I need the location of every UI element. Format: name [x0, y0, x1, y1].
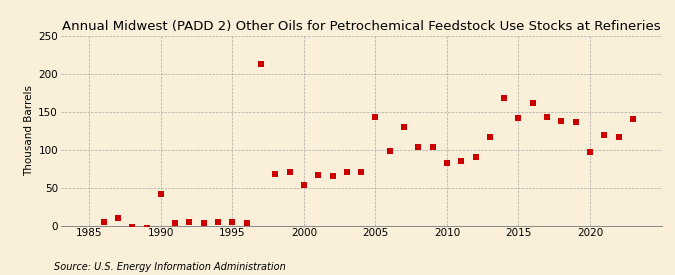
- Point: [113, 216, 124, 220]
- Point: [198, 221, 209, 226]
- Point: [99, 219, 109, 224]
- Point: [485, 134, 495, 139]
- Point: [413, 145, 424, 150]
- Point: [384, 149, 395, 153]
- Point: [585, 150, 595, 154]
- Point: [356, 170, 367, 175]
- Point: [599, 133, 610, 138]
- Point: [628, 117, 639, 122]
- Y-axis label: Thousand Barrels: Thousand Barrels: [24, 85, 34, 176]
- Point: [427, 145, 438, 150]
- Point: [499, 96, 510, 100]
- Point: [270, 172, 281, 176]
- Point: [399, 125, 410, 129]
- Point: [327, 174, 338, 178]
- Point: [213, 219, 223, 224]
- Point: [141, 226, 152, 230]
- Point: [342, 170, 352, 175]
- Point: [441, 161, 452, 166]
- Point: [284, 170, 295, 175]
- Point: [241, 221, 252, 226]
- Point: [470, 155, 481, 160]
- Point: [613, 134, 624, 139]
- Text: Source: U.S. Energy Information Administration: Source: U.S. Energy Information Administ…: [54, 262, 286, 272]
- Point: [227, 220, 238, 225]
- Point: [556, 119, 567, 123]
- Point: [313, 172, 323, 177]
- Point: [513, 116, 524, 121]
- Point: [170, 221, 181, 226]
- Title: Annual Midwest (PADD 2) Other Oils for Petrochemical Feedstock Use Stocks at Ref: Annual Midwest (PADD 2) Other Oils for P…: [62, 20, 660, 33]
- Point: [184, 219, 195, 224]
- Point: [456, 159, 466, 163]
- Point: [256, 62, 267, 66]
- Point: [541, 115, 552, 119]
- Point: [127, 225, 138, 229]
- Point: [527, 100, 538, 105]
- Point: [155, 191, 166, 196]
- Point: [370, 115, 381, 119]
- Point: [570, 120, 581, 125]
- Point: [298, 183, 309, 188]
